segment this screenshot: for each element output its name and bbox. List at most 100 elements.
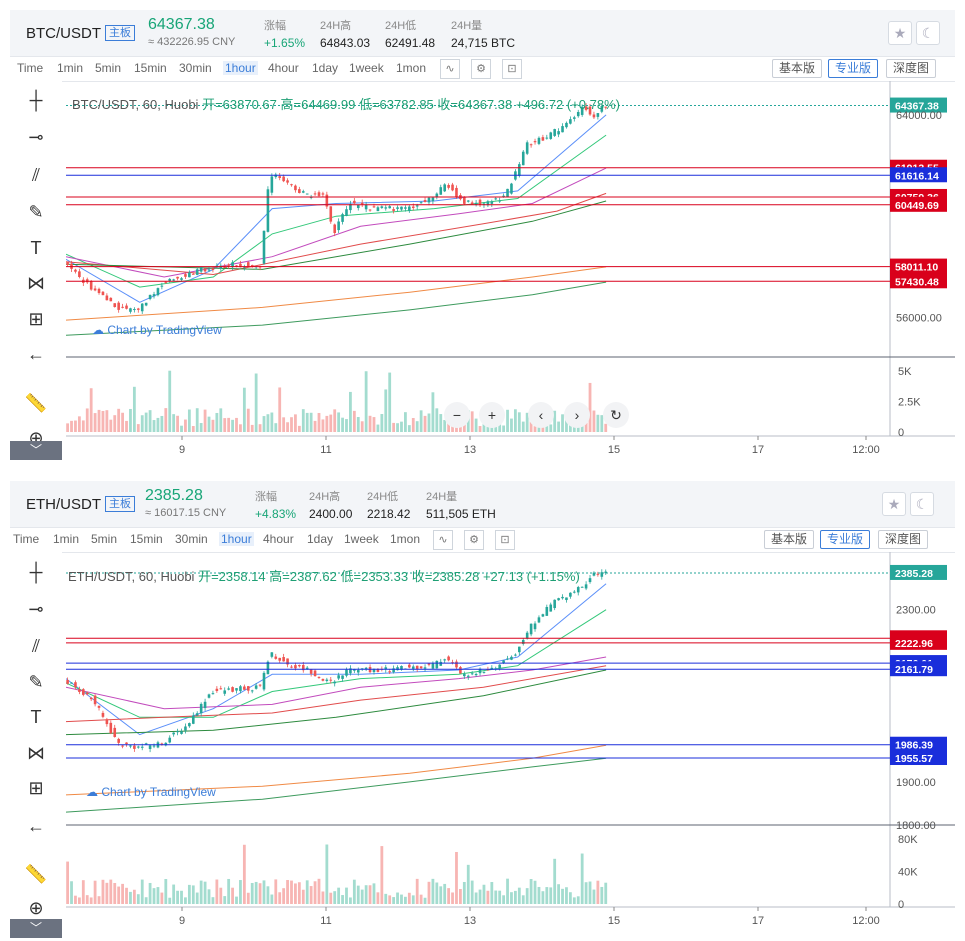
basic-version-button[interactable]: 基本版 xyxy=(772,59,823,78)
measure-icon[interactable]: ⊞ xyxy=(28,778,44,798)
reset-chart-button[interactable]: ↻ xyxy=(603,402,629,428)
moving-average-line xyxy=(65,266,607,321)
ruler-icon[interactable]: 📏 xyxy=(24,864,48,884)
timeframe-time[interactable]: Time xyxy=(17,61,44,75)
moon-icon[interactable]: ☾ xyxy=(910,492,934,516)
candle-body xyxy=(518,164,521,176)
timeframe-1week[interactable]: 1week xyxy=(344,532,379,546)
candlestick-chart-svg[interactable]: 2233.532222.962176.012161.791986.391955.… xyxy=(65,552,955,938)
timeframe-1day[interactable]: 1day xyxy=(307,532,334,546)
back-arrow-icon[interactable]: ← xyxy=(27,344,45,364)
depth-chart-button[interactable]: 深度图 xyxy=(886,59,937,78)
candle-body xyxy=(439,661,443,666)
timeframe-1hour[interactable]: 1hour xyxy=(223,61,258,75)
candle-body xyxy=(415,205,419,207)
timeframe-time[interactable]: Time xyxy=(13,532,40,546)
timeframe-4hour[interactable]: 4hour xyxy=(268,61,299,75)
star-icon[interactable]: ★ xyxy=(888,21,912,45)
pattern-icon[interactable]: ⋈ xyxy=(27,273,45,293)
crosshair-icon[interactable]: ┼ xyxy=(29,90,43,110)
volume-bar xyxy=(400,894,403,904)
trend-lines-icon[interactable]: ⫽ xyxy=(31,165,41,185)
scroll-right-button[interactable]: › xyxy=(564,402,590,428)
timeframe-1min[interactable]: 1min xyxy=(57,61,84,75)
volume-bar xyxy=(144,412,148,432)
timeframe-1mon[interactable]: 1mon xyxy=(396,61,427,75)
volume-bar xyxy=(105,410,109,432)
scroll-left-button[interactable]: ‹ xyxy=(528,402,554,428)
volume-bar xyxy=(250,424,254,432)
volume-bar xyxy=(66,423,69,432)
timeframe-1min[interactable]: 1min xyxy=(53,532,80,546)
zoom-in-button[interactable]: + xyxy=(479,402,505,428)
volume-axis-tick-label: 0 xyxy=(898,899,904,911)
horizontal-line-icon[interactable]: ⊸ xyxy=(28,127,44,147)
candle-body xyxy=(215,688,219,692)
candle-body xyxy=(353,669,356,671)
timeframe-1mon[interactable]: 1mon xyxy=(390,532,421,546)
ruler-icon[interactable]: 📏 xyxy=(24,393,48,413)
volume-bar xyxy=(105,882,109,904)
timeframe-4hour[interactable]: 4hour xyxy=(263,532,294,546)
settings-icon[interactable]: ⚙ xyxy=(471,59,491,79)
timeframe-15min[interactable]: 15min xyxy=(134,61,167,75)
candlestick-chart-svg[interactable]: 61913.5561616.1460759.3660449.6958011.10… xyxy=(65,81,955,466)
measure-icon[interactable]: ⊞ xyxy=(28,309,44,329)
timeframe-5min[interactable]: 5min xyxy=(95,61,122,75)
pro-version-button[interactable]: 专业版 xyxy=(828,59,879,78)
stat-24h-low: 24H低 2218.42 xyxy=(367,491,411,521)
indicators-icon[interactable]: ∿ xyxy=(433,530,453,550)
zoom-icon[interactable]: ⊕ xyxy=(28,898,44,918)
collapse-toolbar-button[interactable]: ﹀ xyxy=(10,919,62,938)
candle-body xyxy=(298,665,301,667)
star-icon[interactable]: ★ xyxy=(882,492,906,516)
settings-icon[interactable]: ⚙ xyxy=(464,530,484,550)
tradingview-watermark[interactable]: ☁ Chart by TradingView xyxy=(92,323,222,337)
back-arrow-icon[interactable]: ← xyxy=(27,816,45,836)
trend-lines-icon[interactable]: ⫽ xyxy=(31,636,41,656)
volume-bar xyxy=(380,846,384,904)
price-chart[interactable]: 2233.532222.962176.012161.791986.391955.… xyxy=(65,552,955,938)
volume-bar xyxy=(172,414,176,432)
candle-body xyxy=(325,679,329,681)
volume-bar xyxy=(262,880,266,904)
candle-body xyxy=(195,269,199,275)
timeframe-1day[interactable]: 1day xyxy=(312,61,339,75)
candle-body xyxy=(274,656,278,659)
timeframe-1week[interactable]: 1week xyxy=(349,61,384,75)
timeframe-5min[interactable]: 5min xyxy=(91,532,118,546)
crosshair-icon[interactable]: ┼ xyxy=(29,562,43,582)
pro-version-button[interactable]: 专业版 xyxy=(820,530,871,549)
depth-chart-button[interactable]: 深度图 xyxy=(878,530,929,549)
screenshot-icon[interactable]: ⊡ xyxy=(495,530,515,550)
screenshot-icon[interactable]: ⊡ xyxy=(502,59,522,79)
candle-body xyxy=(353,200,356,204)
basic-version-button[interactable]: 基本版 xyxy=(764,530,815,549)
volume-bar xyxy=(211,419,215,432)
timeframe-30min[interactable]: 30min xyxy=(175,532,208,546)
text-icon[interactable]: T xyxy=(30,707,42,727)
candle-body xyxy=(231,687,234,692)
volume-bar xyxy=(195,892,199,904)
price-level-tag: 60449.69 xyxy=(890,196,947,212)
volume-bar xyxy=(250,882,254,904)
brush-icon[interactable]: ✎ xyxy=(28,202,44,222)
timeframe-1hour[interactable]: 1hour xyxy=(219,532,254,546)
horizontal-line-icon[interactable]: ⊸ xyxy=(28,599,44,619)
candle-body xyxy=(368,209,372,211)
candle-body xyxy=(93,288,97,291)
timeframe-15min[interactable]: 15min xyxy=(130,532,163,546)
candle-body xyxy=(313,670,317,677)
zoom-out-button[interactable]: − xyxy=(444,402,470,428)
indicators-icon[interactable]: ∿ xyxy=(440,59,460,79)
brush-icon[interactable]: ✎ xyxy=(28,672,44,692)
price-axis-tick-label: 56000.00 xyxy=(896,313,942,325)
text-icon[interactable]: T xyxy=(30,238,42,258)
pattern-icon[interactable]: ⋈ xyxy=(27,743,45,763)
moon-icon[interactable]: ☾ xyxy=(916,21,940,45)
volume-bar xyxy=(101,879,105,904)
price-chart[interactable]: 61913.5561616.1460759.3660449.6958011.10… xyxy=(65,81,955,466)
timeframe-30min[interactable]: 30min xyxy=(179,61,212,75)
tradingview-watermark[interactable]: ☁ Chart by TradingView xyxy=(86,785,216,799)
collapse-toolbar-button[interactable]: ﹀ xyxy=(10,441,62,460)
